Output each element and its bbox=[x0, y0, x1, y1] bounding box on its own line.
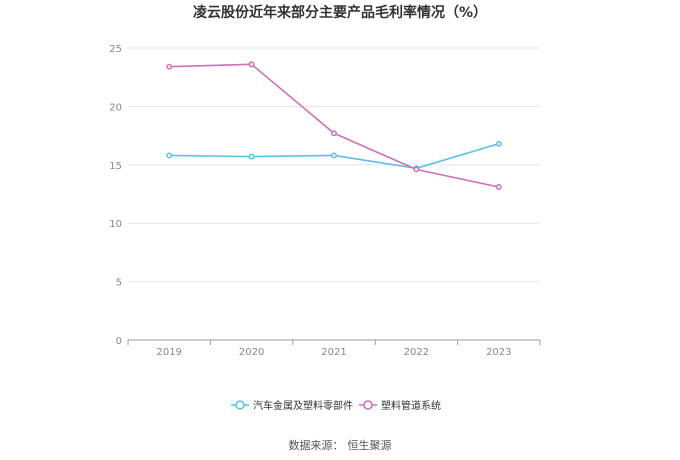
legend-marker bbox=[363, 400, 373, 410]
y-tick-label: 5 bbox=[116, 278, 122, 289]
legend-label: 汽车金属及塑料零部件 bbox=[253, 399, 353, 412]
series-2-point bbox=[495, 184, 502, 190]
data-source: 数据来源： 恒生聚源 bbox=[0, 437, 680, 453]
series-1-point bbox=[331, 152, 337, 159]
legend-item-1: 汽车金属及塑料零部件 bbox=[231, 399, 353, 412]
grid-lines bbox=[128, 47, 540, 283]
series-line-2 bbox=[169, 63, 499, 188]
series-2-point bbox=[331, 130, 337, 137]
series-2-point bbox=[166, 63, 173, 70]
y-tick-label: 10 bbox=[109, 219, 122, 230]
x-tick-label: 2020 bbox=[239, 347, 264, 358]
series-1-point bbox=[495, 140, 502, 147]
y-tick-label: 25 bbox=[109, 44, 122, 55]
series-1-point bbox=[166, 152, 173, 159]
legend-label: 塑料管道系统 bbox=[381, 399, 441, 412]
x-tick-label: 2022 bbox=[404, 347, 429, 358]
source-label: 数据来源： bbox=[288, 439, 344, 452]
legend-item-2: 塑料管道系统 bbox=[359, 399, 441, 412]
chart-title: 凌云股份近年来部分主要产品毛利率情况（%） bbox=[192, 5, 488, 21]
y-tick-label: 20 bbox=[109, 102, 122, 113]
series-2-point bbox=[413, 166, 420, 173]
y-tick-label: 15 bbox=[109, 161, 122, 172]
x-tick-label: 2019 bbox=[156, 347, 181, 358]
series-2-point bbox=[248, 61, 255, 68]
x-tick-label: 2021 bbox=[321, 347, 346, 358]
legend-marker bbox=[235, 400, 245, 410]
x-tick-label: 2023 bbox=[486, 347, 511, 358]
series-1-point bbox=[248, 153, 255, 160]
axes: 0 5 10 15 20 25 2019 2020 2021 2022 2023 bbox=[109, 44, 541, 358]
legend: 汽车金属及塑料零部件 塑料管道系统 bbox=[231, 399, 441, 412]
source-name: 恒生聚源 bbox=[347, 439, 392, 452]
series-lines bbox=[166, 61, 502, 190]
y-tick-label: 0 bbox=[116, 336, 122, 347]
